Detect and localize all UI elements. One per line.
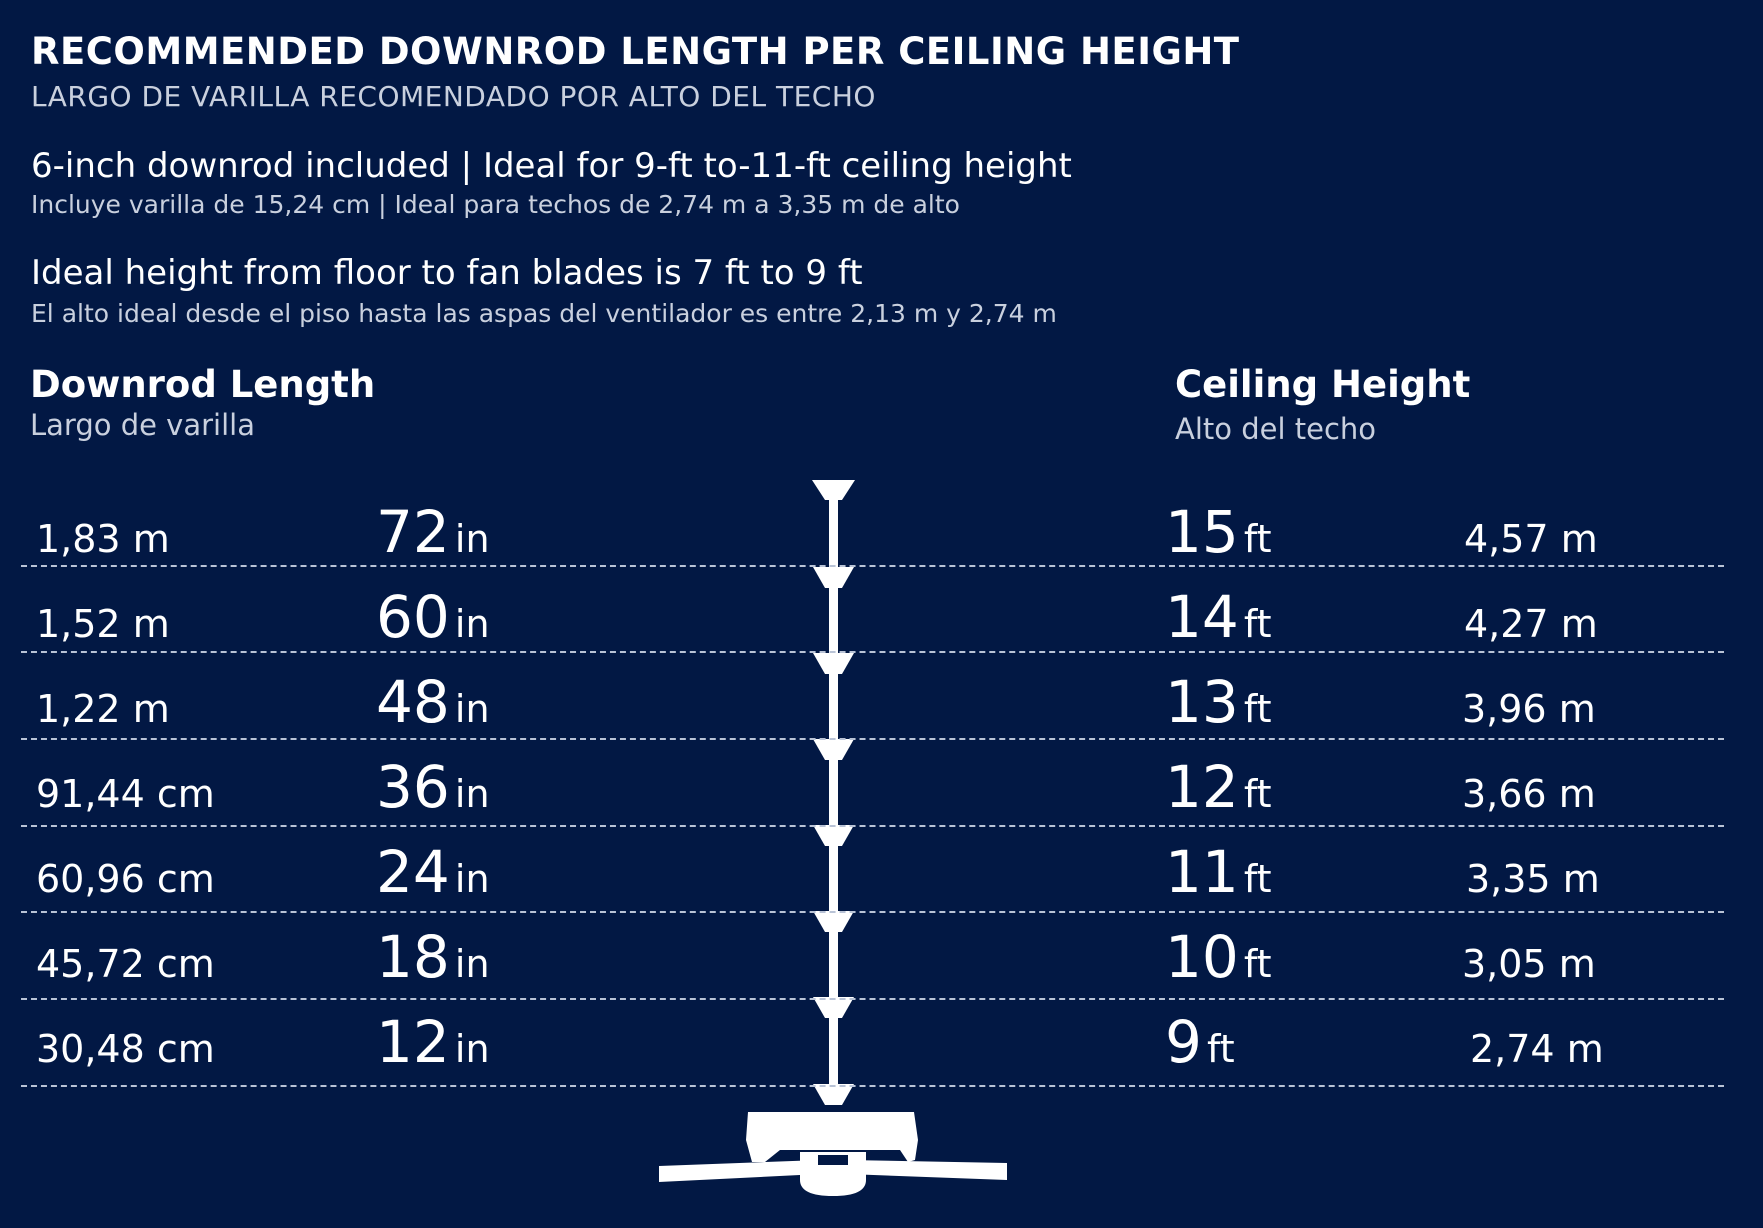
downrod-inches-unit: in (454, 772, 490, 816)
included-note-es: Incluye varilla de 15,24 cm | Ideal para… (31, 190, 960, 219)
downrod-metric: 1,22 m (36, 687, 170, 731)
downrod-icon (812, 480, 855, 1105)
ceiling-feet-unit: ft (1243, 857, 1272, 901)
ceiling-feet-value: 10 (1165, 923, 1239, 991)
downrod-column-heading: Downrod Length (30, 363, 376, 406)
ceiling-feet-unit: ft (1243, 687, 1272, 731)
ceiling-column-subheading: Alto del techo (1175, 412, 1377, 446)
ceiling-feet: 14 ft (1165, 588, 1272, 646)
downrod-inches-value: 36 (376, 753, 450, 821)
downrod-inches: 48 in (376, 673, 490, 731)
ceiling-column-heading: Ceiling Height (1175, 363, 1471, 406)
downrod-column-subheading: Largo de varilla (30, 408, 255, 442)
ceiling-metric: 2,74 m (1470, 1027, 1604, 1071)
ceiling-feet-value: 15 (1165, 498, 1239, 566)
downrod-inches-value: 60 (376, 583, 450, 651)
downrod-inches: 18 in (376, 928, 490, 986)
downrod-metric: 45,72 cm (36, 942, 215, 986)
downrod-inches: 60 in (376, 588, 490, 646)
ceiling-feet-value: 11 (1165, 838, 1239, 906)
fan-body-icon (659, 1112, 1007, 1196)
downrod-inches: 24 in (376, 843, 490, 901)
downrod-inches-unit: in (454, 1027, 490, 1071)
downrod-inches: 12 in (376, 1013, 490, 1071)
page-subtitle: LARGO DE VARILLA RECOMENDADO POR ALTO DE… (31, 80, 876, 113)
ceiling-metric: 4,27 m (1464, 602, 1598, 646)
downrod-metric: 60,96 cm (36, 857, 215, 901)
row-divider (21, 651, 1724, 653)
ceiling-feet: 12 ft (1165, 758, 1272, 816)
ideal-height-note: Ideal height from floor to fan blades is… (31, 253, 863, 293)
row-divider (21, 565, 1724, 567)
ceiling-feet-unit: ft (1243, 772, 1272, 816)
ceiling-feet-value: 13 (1165, 668, 1239, 736)
downrod-metric: 1,83 m (36, 517, 170, 561)
ceiling-feet: 11 ft (1165, 843, 1272, 901)
downrod-inches-unit: in (454, 942, 490, 986)
downrod-inches: 72 in (376, 503, 490, 561)
downrod-inches-value: 24 (376, 838, 450, 906)
ceiling-metric: 3,05 m (1462, 942, 1596, 986)
ceiling-feet-unit: ft (1207, 1027, 1235, 1071)
ceiling-feet-unit: ft (1243, 602, 1272, 646)
downrod-inches-value: 12 (376, 1008, 450, 1076)
ceiling-feet: 15 ft (1165, 503, 1272, 561)
page-title: RECOMMENDED DOWNROD LENGTH PER CEILING H… (31, 30, 1240, 73)
ceiling-feet-value: 12 (1165, 753, 1239, 821)
downrod-inches-value: 48 (376, 668, 450, 736)
ceiling-feet: 10 ft (1165, 928, 1272, 986)
ceiling-metric: 3,96 m (1462, 687, 1596, 731)
downrod-inches-value: 72 (376, 498, 450, 566)
ceiling-feet: 9 ft (1165, 1013, 1235, 1071)
downrod-inches-unit: in (454, 687, 490, 731)
downrod-metric: 91,44 cm (36, 772, 215, 816)
downrod-inches-value: 18 (376, 923, 450, 991)
row-divider (21, 1085, 1724, 1087)
downrod-metric: 30,48 cm (36, 1027, 215, 1071)
ceiling-feet-unit: ft (1243, 517, 1272, 561)
ceiling-metric: 3,66 m (1462, 772, 1596, 816)
row-divider (21, 825, 1724, 827)
downrod-metric: 1,52 m (36, 602, 170, 646)
downrod-inches: 36 in (376, 758, 490, 816)
downrod-inches-unit: in (454, 602, 490, 646)
ceiling-feet: 13 ft (1165, 673, 1272, 731)
included-note: 6-inch downrod included | Ideal for 9-ft… (31, 146, 1072, 186)
downrod-inches-unit: in (454, 857, 490, 901)
ceiling-feet-unit: ft (1243, 942, 1272, 986)
row-divider (21, 911, 1724, 913)
ideal-height-note-es: El alto ideal desde el piso hasta las as… (31, 299, 1057, 328)
ceiling-feet-value: 9 (1165, 1008, 1202, 1076)
downrod-inches-unit: in (454, 517, 490, 561)
ceiling-metric: 3,35 m (1466, 857, 1600, 901)
row-divider (21, 738, 1724, 740)
ceiling-metric: 4,57 m (1464, 517, 1598, 561)
row-divider (21, 998, 1724, 1000)
ceiling-feet-value: 14 (1165, 583, 1239, 651)
